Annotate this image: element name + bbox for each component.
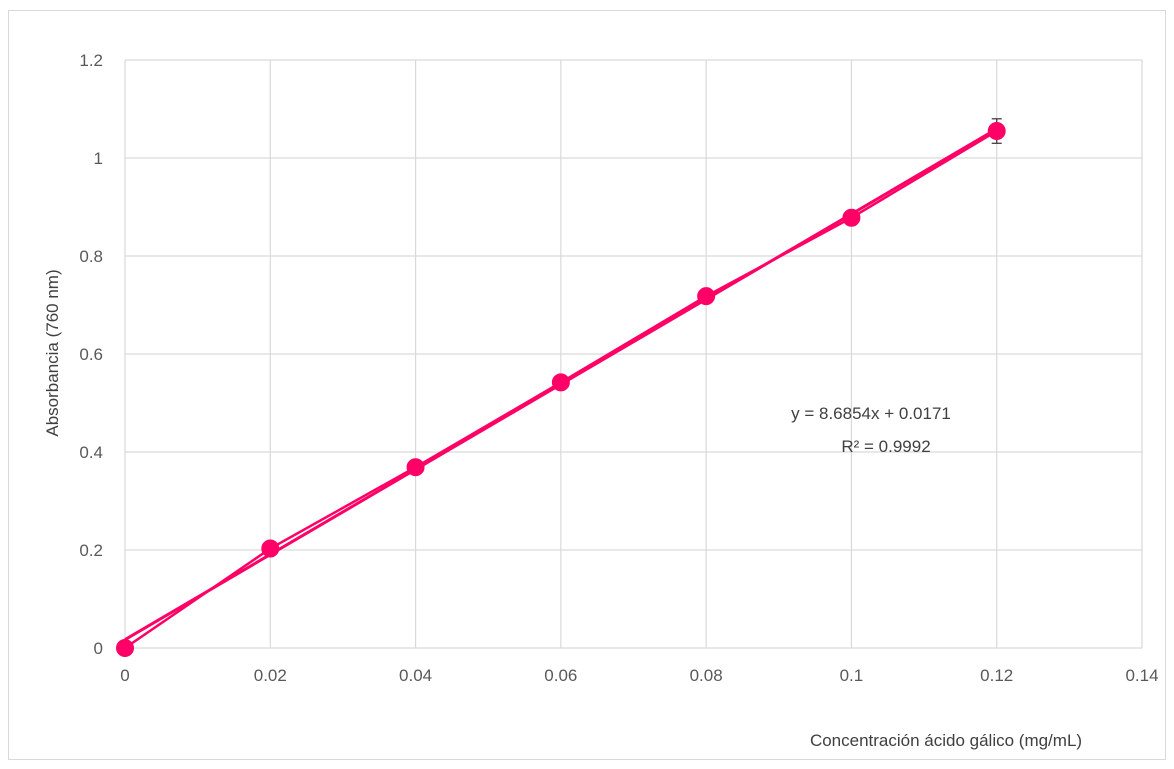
x-tick-label: 0 — [120, 666, 129, 685]
y-tick-label: 0.6 — [79, 345, 103, 364]
chart-frame — [8, 10, 1166, 760]
data-point — [551, 373, 570, 392]
marker-layer — [116, 122, 1006, 657]
y-tick-label: 0.2 — [79, 541, 103, 560]
x-tick-label: 0.02 — [254, 666, 287, 685]
data-point — [842, 208, 861, 227]
x-tick-label: 0.1 — [840, 666, 864, 685]
y-tick-labels: 0 0.2 0.4 0.6 0.8 1 1.2 — [79, 51, 103, 658]
data-point — [697, 287, 716, 306]
x-tick-label: 0.08 — [690, 666, 723, 685]
data-point — [261, 539, 280, 558]
trendline-equation: y = 8.6854x + 0.0171 — [791, 404, 951, 423]
data-point — [406, 458, 425, 477]
data-point — [116, 639, 134, 657]
x-tick-labels: 0 0.02 0.04 0.06 0.08 0.1 0.12 0.14 — [120, 666, 1158, 685]
x-tick-label: 0.12 — [980, 666, 1013, 685]
y-axis-title: Absorbancia (760 nm) — [43, 269, 62, 436]
y-tick-label: 1 — [94, 149, 103, 168]
x-tick-label: 0.04 — [399, 666, 432, 685]
trendline-r-squared: R² = 0.9992 — [841, 437, 930, 456]
x-tick-label: 0.06 — [544, 666, 577, 685]
x-axis-title: Concentración ácido gálico (mg/mL) — [810, 731, 1082, 750]
y-tick-label: 0.4 — [79, 443, 103, 462]
y-tick-label: 0 — [94, 639, 103, 658]
grid-layer — [124, 59, 1143, 649]
x-tick-label: 0.14 — [1125, 666, 1158, 685]
data-point — [987, 122, 1006, 141]
y-tick-label: 0.8 — [79, 247, 103, 266]
y-tick-label: 1.2 — [79, 51, 103, 70]
